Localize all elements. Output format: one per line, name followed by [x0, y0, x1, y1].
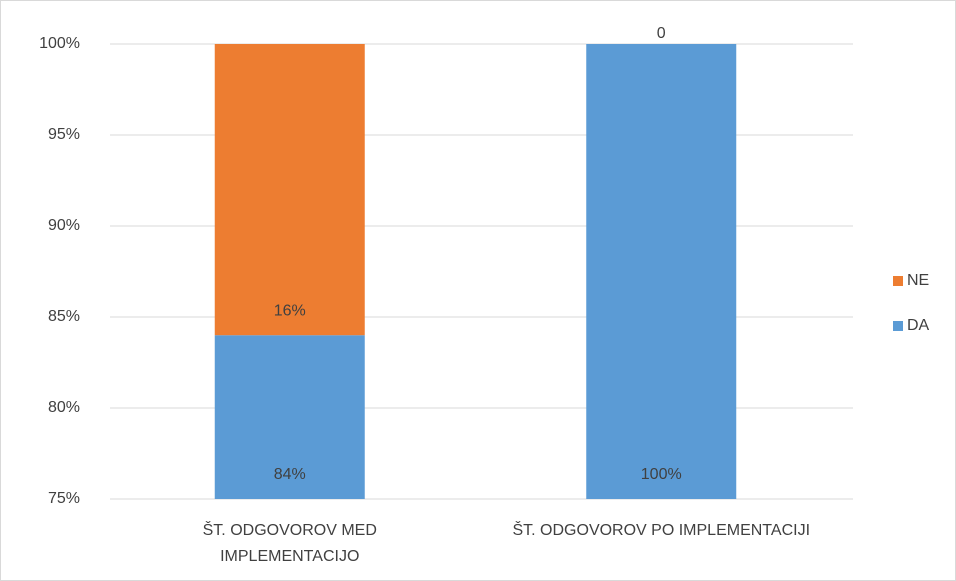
- y-tick-label: 100%: [39, 35, 80, 52]
- bar-segment: [586, 44, 737, 499]
- data-label: 100%: [641, 466, 682, 483]
- legend-label: DA: [907, 317, 930, 334]
- x-tick-label: IMPLEMENTACIJO: [220, 548, 359, 565]
- legend-swatch: [893, 276, 903, 286]
- data-label: 0: [657, 25, 666, 42]
- data-label: 84%: [274, 466, 306, 483]
- y-tick-label: 80%: [48, 399, 80, 416]
- y-tick-label: 90%: [48, 217, 80, 234]
- x-tick-label: ŠT. ODGOVOROV MED: [203, 520, 377, 539]
- y-tick-label: 75%: [48, 490, 80, 507]
- y-tick-label: 85%: [48, 308, 80, 325]
- bar-segment: [214, 44, 365, 336]
- y-tick-label: 95%: [48, 126, 80, 143]
- bar-segment: [214, 335, 365, 499]
- legend-label: NE: [907, 272, 929, 289]
- x-tick-label: ŠT. ODGOVOROV PO IMPLEMENTACIJI: [512, 520, 810, 539]
- data-label: 16%: [274, 302, 306, 319]
- legend-swatch: [893, 321, 903, 331]
